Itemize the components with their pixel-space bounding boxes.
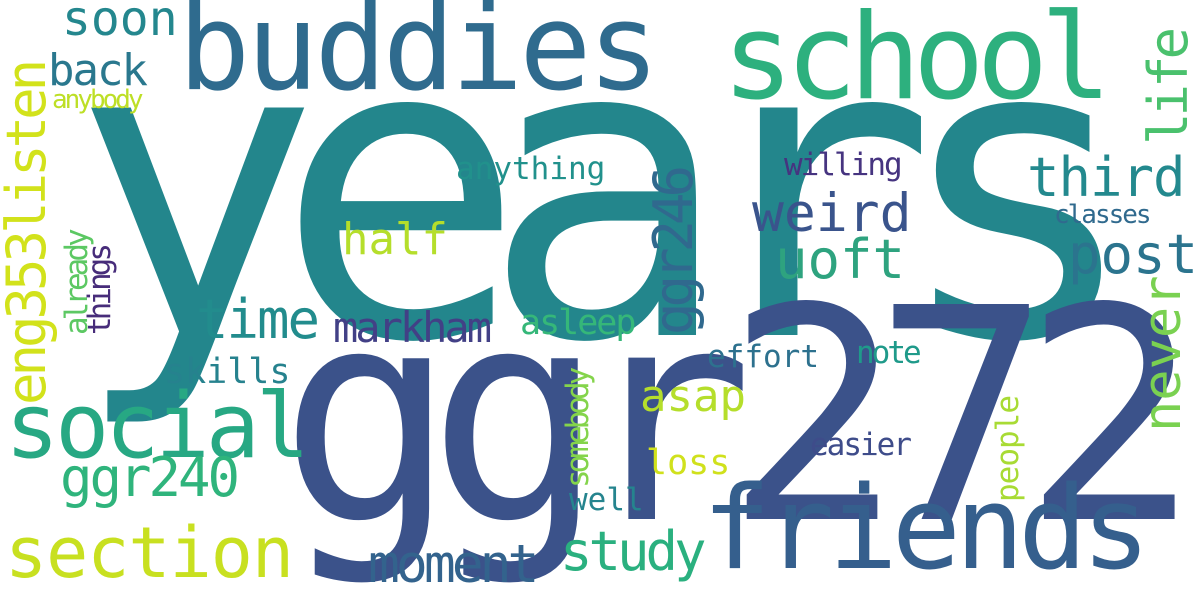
word-easier: easier — [810, 427, 912, 463]
word-ggr272: ggr272 — [279, 245, 1200, 589]
word-effort: effort — [707, 339, 819, 375]
word-ggr246: ggr246 — [642, 169, 705, 335]
word-ggr240: ggr240 — [60, 446, 240, 509]
word-asleep: asleep — [520, 303, 636, 343]
word-section: section — [5, 512, 294, 594]
word-moment: moment — [368, 534, 539, 595]
word-friends: friends — [702, 462, 1151, 596]
word-things: things — [82, 247, 118, 335]
word-loss: loss — [646, 443, 731, 483]
word-soon: soon — [62, 0, 178, 47]
word-note: note — [856, 335, 922, 371]
word-school: school — [722, 0, 1112, 127]
word-never: never — [1133, 275, 1193, 432]
word-asap: asap — [640, 371, 746, 422]
word-willing: willing — [784, 147, 903, 183]
word-anybody: anybody — [52, 85, 144, 115]
word-third: third — [1027, 146, 1186, 209]
word-anything: anything — [456, 151, 606, 187]
word-life: life — [1137, 30, 1200, 145]
word-weird: weird — [752, 183, 912, 244]
word-eng353listen: eng353listen — [0, 62, 58, 405]
word-skills: skills — [164, 352, 291, 392]
word-back: back — [48, 45, 148, 96]
word-classes: classes — [1054, 200, 1152, 230]
word-half: half — [342, 214, 448, 265]
word-social: social — [5, 374, 310, 479]
word-uoft: uoft — [775, 228, 906, 291]
word-markham: markham — [333, 303, 492, 352]
word-post: post — [1068, 223, 1199, 286]
word-people: people — [990, 396, 1026, 502]
word-buddies: buddies — [178, 0, 660, 118]
word-well: well — [569, 482, 644, 518]
word-study: study — [560, 520, 707, 583]
word-somebody: somebody — [560, 370, 596, 488]
word-years: years — [70, 0, 1142, 434]
word-time: time — [196, 288, 320, 351]
